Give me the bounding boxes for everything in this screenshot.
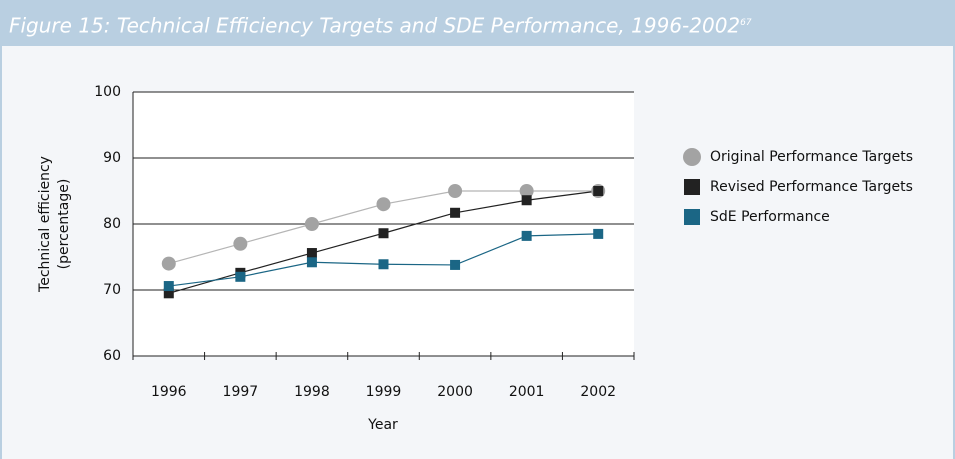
data-point: [306, 248, 317, 259]
data-point: [450, 207, 461, 218]
data-point: [376, 197, 391, 212]
data-point: [519, 184, 534, 198]
figure-header: Figure 15: Technical Efficiency Targets …: [0, 0, 955, 46]
legend-label: SdE Performance: [710, 209, 830, 225]
data-point: [161, 256, 176, 271]
data-point: [163, 281, 174, 292]
x-axis-label: Year: [367, 417, 398, 433]
y-tick-label: 90: [103, 150, 121, 166]
y-axis-label: Technical efficiency: [37, 156, 53, 293]
data-point: [521, 230, 532, 241]
legend-swatch: [684, 209, 700, 225]
data-point: [235, 271, 246, 282]
data-point: [593, 228, 604, 239]
data-point: [450, 259, 461, 270]
chart-title: Figure 15: Technical Efficiency Targets …: [9, 13, 741, 38]
x-tick-label: 2002: [580, 384, 616, 400]
data-point: [304, 217, 319, 231]
legend-label: Revised Performance Targets: [710, 179, 913, 195]
data-point: [233, 236, 248, 251]
title-superscript: 67: [740, 18, 752, 28]
data-point: [521, 195, 532, 206]
data-point: [448, 184, 463, 198]
y-tick-label: 80: [103, 216, 121, 232]
x-tick-label: 2000: [437, 384, 473, 400]
y-tick-label: 100: [94, 84, 121, 100]
data-point: [378, 259, 389, 270]
y-tick-label: 60: [103, 348, 121, 364]
x-tick-label: 1997: [223, 384, 259, 400]
legend-label: Original Performance Targets: [710, 149, 913, 165]
legend-swatch: [683, 148, 701, 166]
y-tick-label: 70: [103, 282, 121, 298]
data-point: [163, 288, 174, 299]
data-point: [306, 257, 317, 268]
legend-swatch: [684, 179, 700, 195]
data-point: [593, 186, 604, 196]
data-point: [378, 228, 389, 239]
y-axis-label: (percentage): [56, 179, 72, 270]
x-tick-label: 2001: [509, 384, 545, 400]
x-tick-label: 1996: [151, 384, 187, 400]
x-tick-label: 1999: [366, 384, 402, 400]
x-tick-label: 1998: [294, 384, 330, 400]
